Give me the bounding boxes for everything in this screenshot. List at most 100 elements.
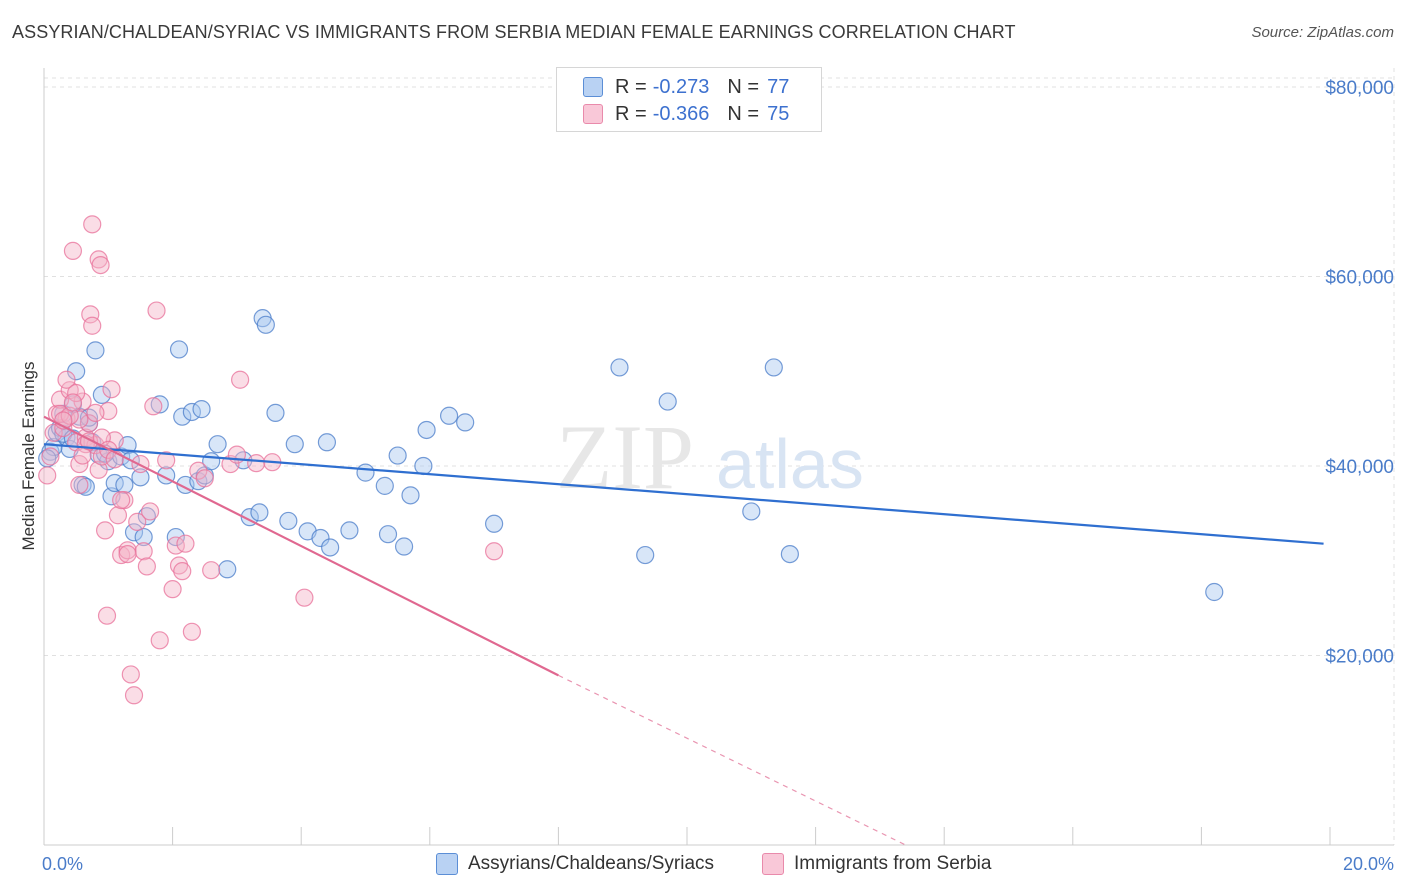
data-point	[610, 358, 629, 377]
data-point	[70, 475, 89, 495]
data-point	[295, 588, 314, 607]
data-point	[124, 523, 144, 542]
legend-r-value: -0.366	[652, 102, 710, 125]
data-point	[394, 537, 414, 556]
data-point	[1205, 582, 1224, 602]
data-point	[266, 403, 285, 423]
data-point	[439, 406, 459, 425]
data-point	[375, 476, 394, 495]
trend-lines	[43, 415, 1324, 846]
data-point	[231, 370, 250, 389]
bottom-legend-label: Immigrants from Serbia	[794, 853, 992, 874]
data-point	[414, 456, 433, 476]
y-tick-labels: $20,000 $40,000 $60,000 $80,000	[1325, 78, 1394, 668]
data-point	[456, 413, 475, 432]
data-point	[83, 215, 102, 234]
data-point	[115, 475, 134, 495]
data-point	[378, 525, 398, 544]
trend-line-assyrians	[43, 443, 1324, 545]
legend-swatch-blue	[583, 77, 603, 97]
data-point	[169, 340, 189, 359]
data-point	[157, 451, 176, 470]
data-point	[41, 447, 60, 466]
bottom-legend-assyrians: Assyrians/Chaldeans/Syriacs	[436, 851, 714, 877]
data-point	[63, 241, 83, 260]
data-point	[134, 542, 153, 561]
data-point	[417, 420, 436, 440]
legend-row-assyrians: R = -0.273 N = 77	[583, 75, 789, 99]
data-point	[128, 512, 147, 531]
data-point	[173, 407, 192, 426]
data-point	[658, 392, 677, 411]
data-point	[150, 631, 169, 650]
data-point	[137, 557, 156, 576]
data-point	[311, 528, 330, 548]
y-tick-label: $60,000	[1325, 267, 1394, 288]
data-point	[108, 506, 128, 525]
y-tick-label: $40,000	[1325, 457, 1394, 478]
data-point	[340, 521, 359, 540]
watermark-zip: ZIP	[556, 406, 694, 508]
data-point	[86, 403, 105, 423]
data-point	[192, 400, 211, 419]
axes	[43, 68, 1394, 846]
bottom-legend-swatch-pink	[762, 853, 784, 875]
y-axis-label: Median Female Earnings	[19, 362, 38, 551]
bottom-legend-label: Assyrians/Chaldeans/Syriacs	[468, 853, 715, 874]
data-point	[485, 514, 504, 533]
data-point	[124, 686, 144, 705]
bottom-legend-swatch-blue	[436, 853, 458, 875]
trend-line-serbia-extension	[558, 674, 906, 846]
data-point	[95, 521, 115, 540]
data-point	[218, 560, 237, 579]
data-point	[67, 383, 86, 403]
bottom-legend-serbia: Immigrants from Serbia	[762, 851, 991, 877]
watermark: ZIP atlas	[556, 406, 864, 508]
data-point	[44, 437, 63, 457]
data-point	[44, 423, 63, 442]
data-point	[70, 410, 89, 429]
data-point	[131, 468, 150, 487]
data-point	[256, 315, 275, 334]
data-point	[173, 562, 192, 581]
data-point	[140, 502, 160, 521]
legend-r-label: R =	[615, 102, 647, 125]
chart-title: ASSYRIAN/CHALDEAN/SYRIAC VS IMMIGRANTS F…	[12, 22, 1016, 42]
data-point	[150, 395, 169, 414]
data-point	[401, 486, 420, 505]
data-point	[81, 305, 100, 324]
data-point	[86, 341, 105, 360]
watermark-atlas: atlas	[716, 425, 864, 503]
y-tick-label: $20,000	[1325, 646, 1394, 667]
data-point	[134, 527, 153, 547]
x-tick-label-max: 20.0%	[1343, 854, 1394, 874]
data-point	[279, 511, 298, 531]
source-credit: Source: ZipAtlas.com	[1251, 24, 1394, 41]
trend-line-serbia	[43, 415, 559, 677]
correlation-legend: R = -0.273 N = 77 R = -0.366 N = 75	[556, 67, 822, 132]
data-point	[195, 469, 214, 488]
data-point	[79, 414, 99, 433]
data-point	[169, 556, 189, 575]
series-serbia-points	[38, 215, 504, 705]
x-tick-label-min: 0.0%	[42, 854, 83, 874]
data-point	[202, 561, 221, 580]
legend-r-label: R =	[615, 75, 647, 98]
data-point	[57, 370, 76, 389]
data-point	[38, 466, 57, 485]
legend-swatch-pink	[583, 104, 603, 124]
data-point	[76, 477, 95, 496]
data-point	[63, 393, 83, 412]
legend-row-serbia: R = -0.366 N = 75	[583, 102, 789, 126]
data-point	[285, 435, 304, 454]
data-point	[118, 544, 137, 564]
data-point	[764, 358, 783, 377]
data-point	[485, 542, 504, 561]
data-point	[388, 446, 407, 465]
data-point	[356, 463, 375, 482]
data-point	[121, 665, 140, 684]
data-point	[317, 433, 337, 452]
data-point	[636, 545, 655, 565]
legend-n-label: N =	[727, 75, 760, 98]
data-point	[208, 435, 227, 454]
